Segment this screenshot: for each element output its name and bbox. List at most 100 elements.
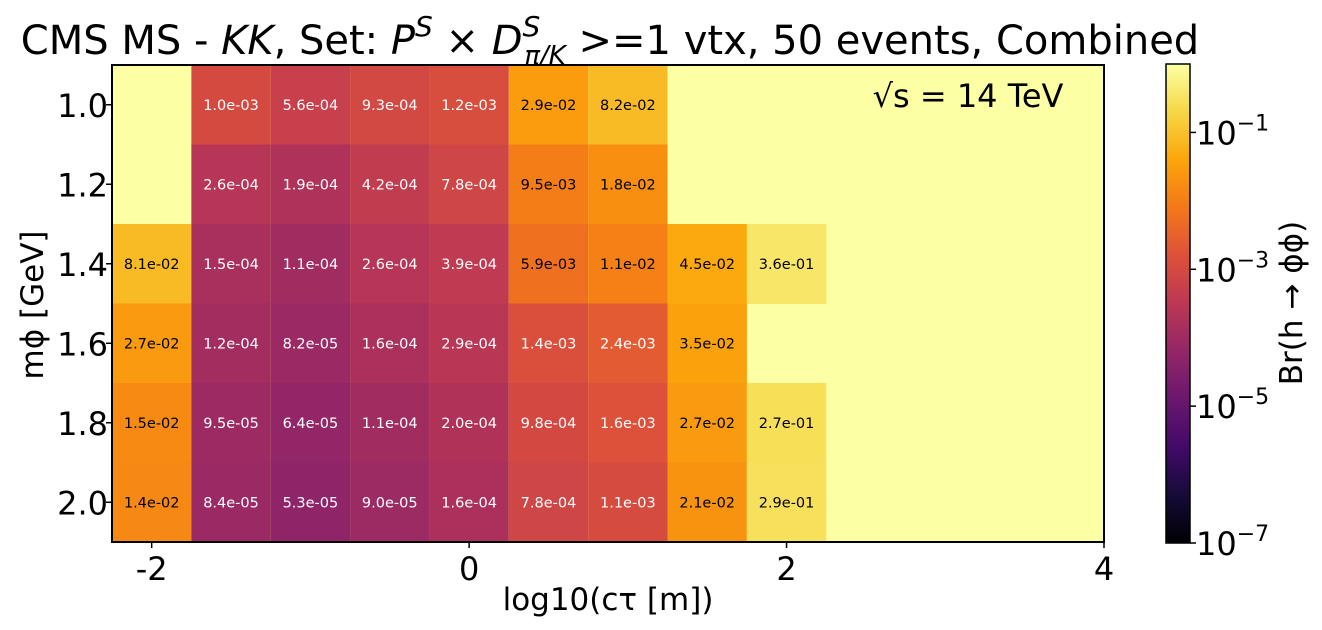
heatmap-cell	[350, 144, 430, 225]
heatmap-cell	[588, 303, 668, 384]
cell-value-label: 8.1e-02	[124, 257, 180, 273]
heatmap-cell	[746, 224, 827, 304]
cell-value-label: 4.5e-02	[679, 257, 735, 273]
heatmap-cell	[350, 65, 430, 145]
cell-value-label: 6.4e-05	[283, 416, 339, 432]
heatmap-cell	[191, 224, 271, 304]
x-tick-label: 4	[1094, 550, 1114, 588]
heatmap-cell	[112, 303, 192, 384]
heatmap-cell	[429, 383, 509, 463]
heatmap-cell	[429, 144, 509, 225]
heatmap-cell	[270, 224, 351, 304]
heatmap-cell	[429, 462, 509, 543]
cell-value-label: 1.0e-03	[203, 98, 259, 114]
cell-value-label: 5.6e-04	[283, 98, 339, 114]
x-axis-ticks: -2 0 2 4	[136, 542, 1114, 588]
colorbar	[1165, 63, 1191, 544]
cell-value-label: 2.9e-04	[441, 336, 497, 352]
cell-value-label: 1.5e-04	[203, 257, 259, 273]
heatmap-cell	[350, 303, 430, 384]
heatmap-cell	[191, 65, 271, 145]
x-tick-label: 0	[459, 550, 479, 588]
cell-value-label: 3.9e-04	[441, 257, 497, 273]
colorbar-label: Br(h → ϕϕ)	[1274, 221, 1310, 385]
heatmap-cell	[191, 383, 271, 463]
heatmap-cell	[746, 383, 827, 463]
plot-frame	[111, 64, 1105, 543]
y-tick-label: 1.4	[57, 246, 108, 284]
heatmap-cell	[270, 144, 351, 225]
cell-value-label: 1.1e-02	[600, 257, 656, 273]
colorbar-tick-label: 10−7	[1196, 522, 1269, 563]
cell-value-label: 2.9e-02	[521, 98, 577, 114]
cell-value-label: 2.0e-04	[441, 416, 497, 432]
cell-value-label: 2.6e-04	[362, 257, 418, 273]
cell-value-label: 5.9e-03	[521, 257, 577, 273]
heatmap-cell	[508, 144, 589, 225]
heatmap-cell	[508, 462, 589, 543]
y-axis-ticks: 1.0 1.2 1.4 1.6 1.8 2.0	[57, 87, 112, 522]
heatmap-cell	[588, 224, 668, 304]
cell-value-label: 1.1e-04	[283, 257, 339, 273]
cell-value-label: 2.1e-02	[679, 495, 735, 511]
heatmap-cell	[429, 65, 509, 145]
cell-value-label: 4.2e-04	[362, 177, 418, 193]
cell-value-label: 9.8e-04	[521, 416, 577, 432]
colorbar-ticks: 10−1 10−3 10−5 10−7	[1190, 111, 1269, 563]
heatmap-cell	[667, 383, 747, 463]
cell-value-label: 1.6e-04	[441, 495, 497, 511]
heatmap-cell	[667, 303, 747, 384]
heatmap-cell	[667, 462, 747, 543]
cell-value-label: 1.4e-02	[124, 495, 180, 511]
cell-value-label: 1.5e-02	[124, 416, 180, 432]
cell-value-label: 9.5e-03	[521, 177, 577, 193]
cell-value-label: 9.3e-04	[362, 98, 418, 114]
cell-value-label: 1.1e-04	[362, 416, 418, 432]
x-tick-label: 2	[776, 550, 796, 588]
heatmap-cell-labels: 1.0e-03 5.6e-04 9.3e-04 1.2e-03 2.9e-02 8.2e-…	[124, 98, 815, 512]
heatmap-cell	[350, 462, 430, 543]
cell-value-label: 7.8e-04	[521, 495, 577, 511]
heatmap-cell	[112, 224, 192, 304]
heatmap-cell	[588, 144, 668, 225]
cell-value-label: 1.9e-04	[283, 177, 339, 193]
y-tick-label: 1.0	[57, 87, 108, 125]
heatmap-cell	[429, 224, 509, 304]
x-tick-label: -2	[136, 550, 168, 588]
heatmap-cell	[270, 303, 351, 384]
cell-value-label: 8.4e-05	[203, 495, 259, 511]
cell-value-label: 1.8e-02	[600, 177, 656, 193]
heatmap-cell	[588, 462, 668, 543]
cell-value-label: 9.0e-05	[362, 495, 418, 511]
y-tick-label: 1.8	[57, 405, 108, 443]
cell-value-label: 3.6e-01	[759, 257, 815, 273]
cell-value-label: 1.2e-03	[441, 98, 497, 114]
heatmap-cell	[429, 303, 509, 384]
cell-value-label: 8.2e-05	[283, 336, 339, 352]
heatmap-cell	[667, 224, 747, 304]
y-tick-label: 1.2	[57, 166, 108, 204]
cell-value-label: 1.6e-03	[600, 416, 656, 432]
colorbar-tick-label: 10−1	[1196, 111, 1269, 152]
heatmap-cell	[191, 303, 271, 384]
cell-value-label: 3.5e-02	[679, 336, 735, 352]
heatmap-cell	[112, 462, 192, 543]
heatmap-cell	[112, 383, 192, 463]
y-tick-label: 1.6	[57, 325, 108, 363]
heatmap-cell	[508, 383, 589, 463]
cell-value-label: 2.4e-03	[600, 336, 656, 352]
cell-value-label: 2.7e-01	[759, 416, 815, 432]
cell-value-label: 1.4e-03	[521, 336, 577, 352]
heatmap-cell	[350, 224, 430, 304]
colorbar-tick-label: 10−5	[1196, 385, 1269, 426]
heatmap-cell	[270, 65, 351, 145]
cell-value-label: 8.2e-02	[600, 98, 656, 114]
heatmap-cell	[350, 383, 430, 463]
heatmap-cell	[508, 224, 589, 304]
cell-value-label: 1.2e-04	[203, 336, 259, 352]
heatmap-cell	[191, 462, 271, 543]
heatmap-cell	[191, 144, 271, 225]
cell-value-label: 1.6e-04	[362, 336, 418, 352]
heatmap-cell	[588, 65, 668, 145]
